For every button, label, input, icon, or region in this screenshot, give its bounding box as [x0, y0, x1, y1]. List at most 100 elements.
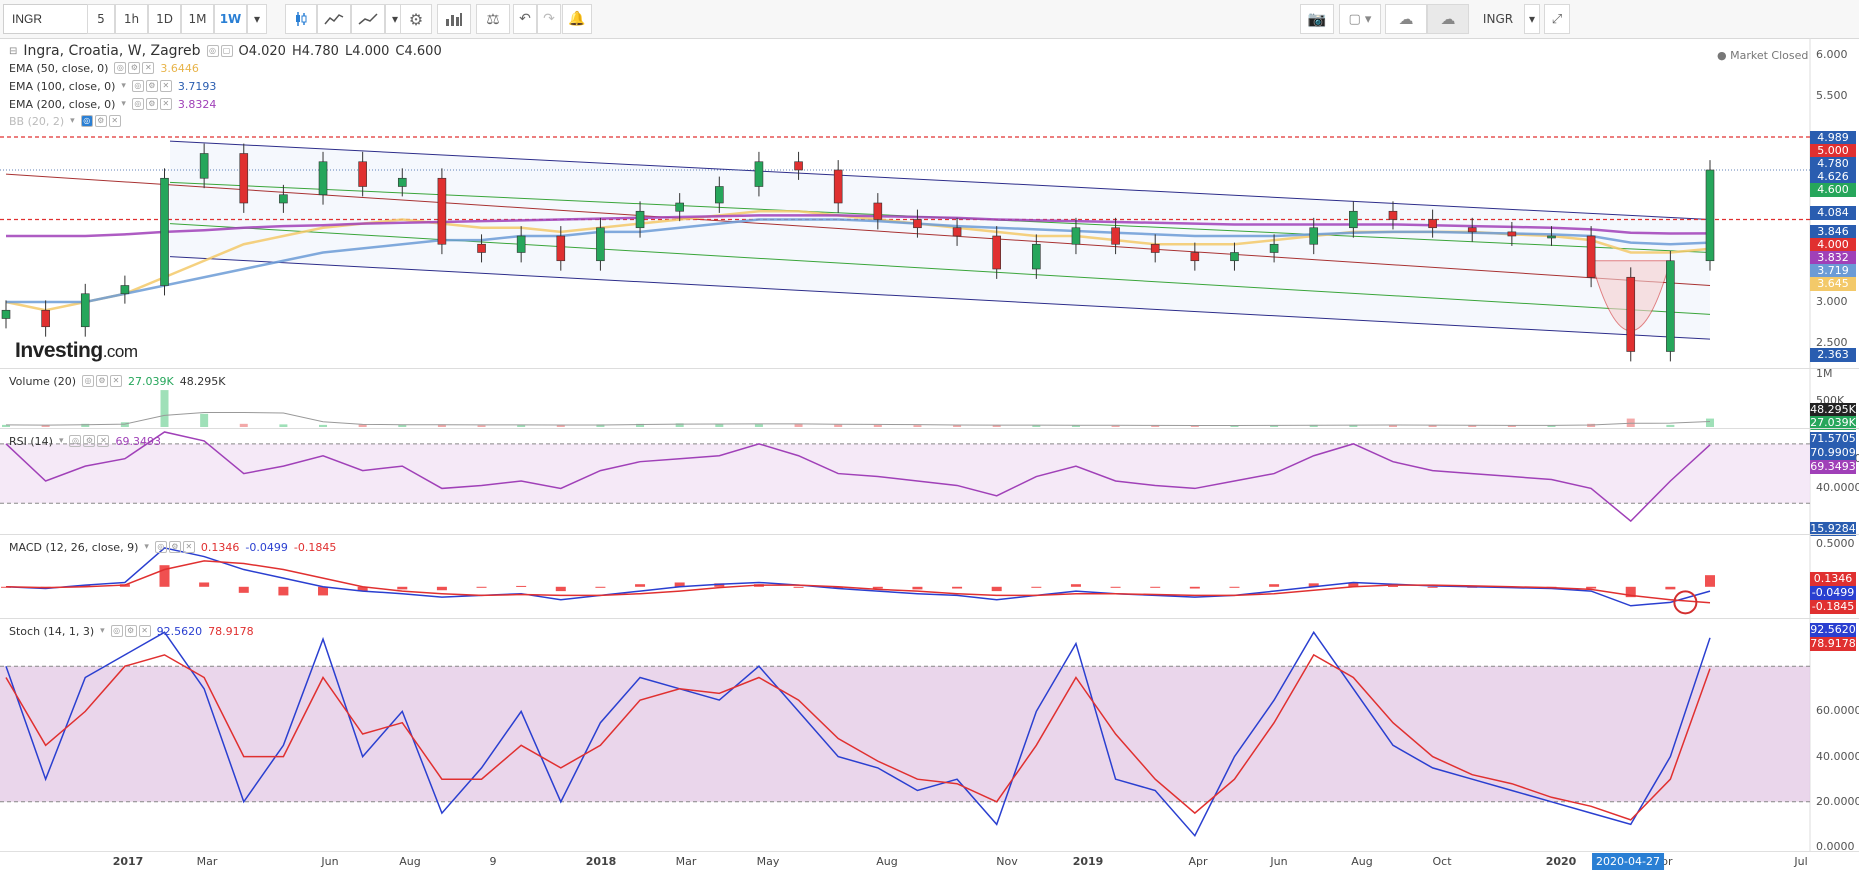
compare-button[interactable]: ⚖ [476, 4, 510, 34]
price-tag: 4.989 [1810, 130, 1856, 145]
ema200-controls[interactable]: ◎ ⚙ ✕ [131, 98, 172, 110]
time-tick-label: Mar [675, 855, 697, 868]
stoch-legend[interactable]: Stoch (14, 1, 3) ▾ ◎ ⚙ ✕ 92.5620 78.9178 [9, 622, 254, 640]
axis-tick-label: 6.000 [1816, 47, 1848, 61]
volume-bar [398, 424, 407, 427]
fullscreen-button[interactable]: ⤢ [1544, 4, 1570, 34]
chevron-down-icon[interactable]: ▾ [121, 81, 126, 91]
volume-bar [200, 413, 209, 427]
volume-bar [517, 424, 526, 427]
ema50-controls[interactable]: ◎ ⚙ ✕ [114, 62, 155, 74]
macd-histogram-bar [1229, 586, 1240, 588]
stoch-controls[interactable]: ◎ ⚙ ✕ [110, 625, 151, 637]
price-tag: -0.1845 [1810, 600, 1856, 614]
candle-body [635, 210, 645, 229]
macd-controls[interactable]: ◎ ⚙ ✕ [154, 541, 195, 553]
line-chart-icon [358, 13, 378, 25]
save-layout-button[interactable]: ☁ [1427, 4, 1469, 34]
candle-body [833, 169, 843, 204]
chevron-down-icon[interactable]: ▾ [144, 542, 149, 552]
volume-controls[interactable]: ◎ ⚙ ✕ [82, 375, 122, 387]
legend-controls[interactable]: ◎ ▢ [206, 45, 233, 57]
candle-body [160, 177, 169, 286]
volume-bar [1032, 425, 1041, 427]
volume-bar [953, 425, 962, 427]
time-axis[interactable]: 2017 Mar Jun Aug 9 2018 Mar May Aug Nov 2019 Apr Jun… [0, 851, 1859, 872]
rsi-chart[interactable] [0, 429, 1859, 535]
macd-histogram-bar [238, 586, 249, 593]
snapshot-button[interactable]: 📷 [1300, 4, 1334, 34]
ema100-legend[interactable]: EMA (100, close, 0) ▾ ◎ ⚙ ✕ 3.7193 [9, 77, 216, 95]
volume-pane[interactable]: Volume (20) ◎ ⚙ ✕ 27.039K 48.295K 1M 500K 48… [0, 367, 1859, 430]
market-status-text: Market Closed [1730, 49, 1809, 62]
ema200-label: EMA (200, close, 0) [9, 97, 116, 111]
price-tag: 3.846 [1810, 225, 1856, 240]
chevron-down-icon[interactable]: ▾ [70, 116, 75, 126]
template-icon: ▢ ▾ [1348, 11, 1372, 27]
rsi-legend[interactable]: RSI (14) ▾ ◎ ⚙ ✕ 69.3493 [9, 432, 161, 450]
rsi-controls[interactable]: ◎ ⚙ ✕ [69, 435, 110, 447]
collapse-icon[interactable]: ⊟ [9, 45, 18, 57]
candle-body [1467, 227, 1477, 233]
candle-body [120, 285, 130, 295]
time-tick-label: Aug [399, 855, 421, 868]
high-value: H4.780 [291, 43, 339, 59]
interval-5[interactable]: 5 [87, 4, 115, 34]
volume-bar [81, 423, 90, 427]
volume-bar [1626, 418, 1635, 427]
price-pane[interactable]: ⊟ Ingra, Croatia, W, Zagreb ◎ ▢ O4.020 H4… [0, 38, 1859, 368]
template-button[interactable]: ▢ ▾ [1339, 4, 1381, 34]
symbol-dropdown[interactable]: ▾ [1524, 4, 1540, 34]
chevron-down-icon[interactable]: ▾ [121, 99, 126, 109]
interval-1m[interactable]: 1M [181, 4, 214, 34]
volume-legend[interactable]: Volume (20) ◎ ⚙ ✕ 27.039K 48.295K [9, 372, 225, 390]
time-tick-label: Aug [1351, 855, 1373, 868]
volume-label: Volume (20) [9, 374, 76, 388]
ema200-legend[interactable]: EMA (200, close, 0) ▾ ◎ ⚙ ✕ 3.8324 [9, 95, 216, 113]
chevron-down-icon[interactable]: ▾ [58, 436, 64, 446]
candle-body [1666, 260, 1675, 352]
macd-chart[interactable] [0, 535, 1859, 619]
ema100-controls[interactable]: ◎ ⚙ ✕ [131, 80, 172, 92]
volume-chart[interactable] [0, 369, 1859, 429]
bb-controls[interactable]: ◎ ⚙ ✕ [80, 115, 121, 127]
indicators-button[interactable] [437, 4, 471, 34]
interval-1h[interactable]: 1h [115, 4, 148, 34]
ema50-legend[interactable]: EMA (50, close, 0) ◎ ⚙ ✕ 3.6446 [9, 59, 199, 77]
volume-bar [675, 423, 684, 427]
undo-button[interactable]: ↶ [513, 4, 537, 34]
candle-body [279, 194, 288, 204]
price-tag: 0.1346 [1810, 572, 1856, 586]
macd-histogram-bar [872, 586, 883, 589]
chevron-down-icon[interactable]: ▾ [100, 626, 105, 636]
volume-bar [1428, 425, 1437, 427]
bb-legend[interactable]: BB (20, 2) ▾ ◎ ⚙ ✕ [9, 112, 121, 130]
redo-button[interactable]: ↷ [537, 4, 561, 34]
price-chart[interactable] [0, 38, 1859, 368]
channel-green-lower [169, 223, 1711, 315]
time-tick-label: 2018 [585, 855, 617, 868]
load-layout-button[interactable]: ☁ [1385, 4, 1427, 34]
area-chart-button[interactable] [317, 4, 351, 34]
interval-1w[interactable]: 1W [214, 4, 247, 34]
chart-title-row: ⊟ Ingra, Croatia, W, Zagreb ◎ ▢ O4.020 H4… [9, 42, 442, 60]
symbol-input[interactable] [3, 4, 99, 34]
line-chart-button[interactable] [351, 4, 385, 34]
interval-1d[interactable]: 1D [148, 4, 181, 34]
rsi-pane[interactable]: RSI (14) ▾ ◎⚙✕ 69.3493 60.000040.000071.… [0, 428, 1859, 536]
stoch-pane[interactable]: Stoch (14, 1, 3) ▾ ◎ ⚙ ✕ 92.5620 78.9178 6… [0, 618, 1859, 853]
candles-button[interactable] [285, 4, 317, 34]
volume-bar [437, 424, 446, 427]
chevron-down-icon: ▾ [1528, 12, 1536, 26]
macd-histogram-bar [1150, 586, 1161, 588]
settings-button[interactable]: ⚙ [400, 4, 432, 34]
stoch-chart[interactable] [0, 619, 1859, 852]
macd-pane[interactable]: MACD (12, 26, close, 9) ▾ ◎ ⚙ ✕ 0.1346 -0.… [0, 534, 1859, 619]
price-tag: 3.832 [1810, 251, 1856, 266]
alert-button[interactable]: 🔔 [562, 4, 592, 34]
volume-bar [2, 424, 10, 427]
macd-legend[interactable]: MACD (12, 26, close, 9) ▾ ◎ ⚙ ✕ 0.1346 -0.… [9, 538, 336, 556]
interval-dropdown[interactable]: ▾ [247, 4, 267, 34]
time-tick-label: Nov [996, 855, 1018, 868]
volume-value: 48.295K [179, 374, 226, 388]
